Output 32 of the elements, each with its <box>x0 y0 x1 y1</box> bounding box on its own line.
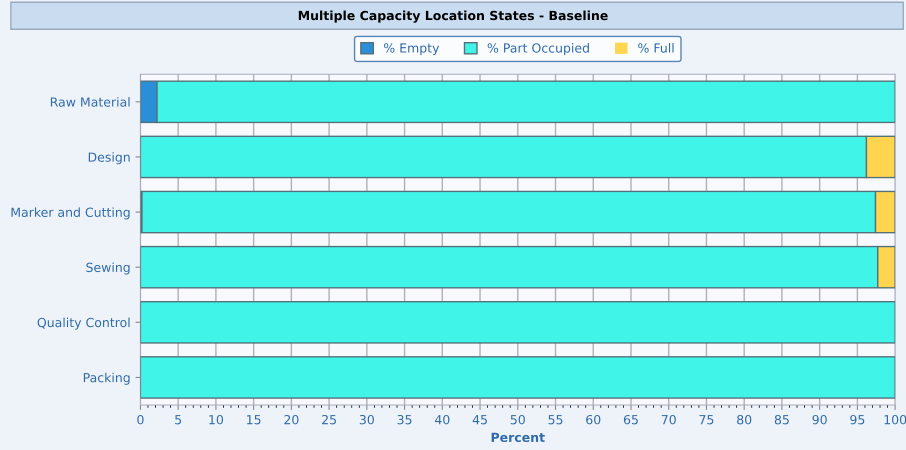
x-tick-label: 85 <box>774 414 789 424</box>
x-tick-label: 25 <box>322 414 336 424</box>
x-tick-label: 75 <box>700 415 714 424</box>
y-tick-label: Quality Control <box>38 318 130 330</box>
legend-label: % Part Occupied <box>488 43 589 56</box>
y-tick-label: Packing <box>84 372 130 385</box>
x-tick-label: 65 <box>624 414 638 424</box>
x-tick-label: 95 <box>850 414 864 424</box>
x-tick-label: 35 <box>398 414 412 424</box>
y-tick-label: Raw Material <box>50 97 130 107</box>
legend-label: % Empty <box>384 43 440 56</box>
x-tick-label: 80 <box>737 414 752 424</box>
y-tick-label: Design <box>88 152 130 164</box>
x-tick-label: 50 <box>510 414 525 424</box>
x-tick-label: 0 <box>137 414 144 424</box>
x-tick-label: 30 <box>360 414 374 424</box>
x-tick-label: 60 <box>586 414 600 424</box>
x-tick-label: 10 <box>209 414 224 424</box>
x-tick-label: 55 <box>548 415 562 424</box>
legend-label: % Full <box>638 43 674 53</box>
y-tick-label: Sewing <box>86 262 130 275</box>
x-tick-label: 15 <box>247 415 260 424</box>
x-axis-title: Percent <box>492 432 545 442</box>
x-tick-label: 5 <box>175 415 182 424</box>
x-tick-label: 40 <box>434 414 450 424</box>
x-tick-label: 70 <box>662 414 676 424</box>
x-tick-label: 45 <box>472 415 487 424</box>
x-tick-label: 20 <box>284 414 298 424</box>
x-tick-label: 90 <box>812 414 827 424</box>
x-tick-label: 100 <box>884 414 906 424</box>
y-tick-label: Marker and Cutting <box>11 207 130 220</box>
chart-title: Multiple Capacity Location States - Baseline <box>298 10 608 23</box>
